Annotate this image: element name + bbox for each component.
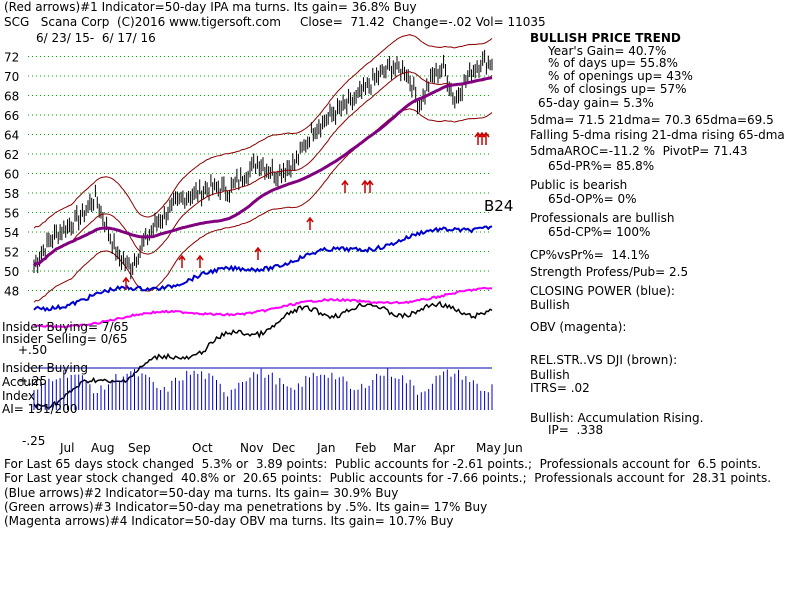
month-oct: Oct bbox=[192, 441, 213, 455]
accumulation-bars bbox=[33, 368, 493, 410]
closing-power-title: CLOSING POWER (blue): bbox=[530, 284, 675, 298]
relstr-status: Bullish bbox=[530, 368, 570, 382]
b24-label: B24 bbox=[484, 197, 513, 215]
strength: Strength Profess/Pub= 2.5 bbox=[530, 265, 689, 279]
pr-line: 65d-PR%= 85.8% bbox=[548, 159, 655, 173]
y-tick-54: 54 bbox=[4, 226, 19, 240]
header-symbol-line: SCG Scana Corp (C)2016 www.tigersoft.com… bbox=[4, 15, 546, 29]
trend-line-4: % of closings up= 57% bbox=[548, 82, 687, 96]
month-mar: Mar bbox=[393, 441, 416, 455]
aroc-line: 5dmaAROC=-11.2 % PivotP= 71.43 bbox=[530, 144, 748, 158]
ai-label: AI= 191/200 bbox=[2, 402, 78, 416]
index-label: Index bbox=[2, 389, 36, 403]
relstr-title: REL.STR..VS DJI (brown): bbox=[530, 353, 678, 367]
ma-line: 5dma= 71.5 21dma= 70.3 65dma=69.5 bbox=[530, 113, 774, 127]
signal-arrow-0 bbox=[122, 276, 130, 290]
minus25-label: -.25 bbox=[22, 434, 46, 448]
footer-line3: (Blue arrows)#2 Indicator=50-day ma turn… bbox=[4, 486, 399, 500]
obv-title: OBV (magenta): bbox=[530, 320, 627, 334]
y-tick-66: 66 bbox=[4, 109, 19, 123]
y-tick-60: 60 bbox=[4, 168, 19, 182]
signal-arrow-5 bbox=[341, 179, 349, 193]
trend-line-3: % of openings up= 43% bbox=[548, 69, 693, 83]
obv-line bbox=[33, 286, 493, 329]
trend-line-5: 65-day gain= 5.3% bbox=[538, 96, 654, 110]
signal-arrow-6 bbox=[361, 179, 369, 193]
month-feb: Feb bbox=[355, 441, 376, 455]
y-tick-70: 70 bbox=[4, 70, 19, 84]
moving-averages bbox=[32, 71, 493, 267]
trend-title: BULLISH PRICE TREND bbox=[530, 31, 681, 45]
price-axis-labels: 48 50 52 54 56 58 60 62 64 66 68 70 72 bbox=[4, 51, 19, 299]
accum-label: Accum bbox=[2, 375, 43, 389]
footer-line4: (Green arrows)#3 Indicator=50-day ma pen… bbox=[4, 500, 488, 514]
y-tick-68: 68 bbox=[4, 90, 19, 104]
cp-line: 65d-CP%= 100% bbox=[548, 225, 651, 239]
month-sep: Sep bbox=[128, 441, 151, 455]
upper-band bbox=[33, 34, 493, 229]
plus25-label: +.25 bbox=[18, 374, 48, 388]
month-jul: Jul bbox=[59, 441, 74, 455]
lower-band bbox=[33, 108, 493, 303]
trend-line-1: Year's Gain= 40.7% bbox=[548, 44, 667, 58]
month-dec: Dec bbox=[272, 441, 295, 455]
footer-line5: (Magenta arrows)#4 Indicator=50-day OBV … bbox=[4, 514, 454, 528]
month-aug: Aug bbox=[91, 441, 114, 455]
trend-line-2: % of days up= 55.8% bbox=[548, 56, 678, 70]
y-tick-56: 56 bbox=[4, 207, 19, 221]
month-jun: Jun bbox=[503, 441, 523, 455]
insider-buying-top: Insider Buying= 7/65 bbox=[2, 320, 129, 334]
signal-arrow-7 bbox=[366, 179, 374, 193]
y-tick-48: 48 bbox=[4, 285, 19, 299]
closing-power-path bbox=[33, 225, 493, 313]
header-date-range: 6/ 23/ 15- 6/ 17/ 16 bbox=[36, 31, 156, 45]
signal-arrow-1 bbox=[178, 254, 186, 268]
ma65-line bbox=[32, 76, 493, 267]
op-line: 65d-OP%= 0% bbox=[548, 192, 637, 206]
public-title: Public is bearish bbox=[530, 178, 628, 192]
accum-bar-group bbox=[33, 368, 493, 410]
y-tick-62: 62 bbox=[4, 148, 19, 162]
y-tick-50: 50 bbox=[4, 265, 19, 279]
itrs: ITRS= .02 bbox=[530, 381, 590, 395]
month-axis-labels: Jul Aug Sep Oct Nov Dec Jan Feb Mar Apr May Jun bbox=[59, 441, 523, 455]
plus50-label: +.50 bbox=[18, 343, 48, 357]
rel-strength-path bbox=[33, 300, 493, 410]
insider-buying-label: Insider Buying bbox=[2, 361, 88, 375]
y-tick-72: 72 bbox=[4, 51, 19, 65]
closing-power-status: Bullish bbox=[530, 298, 570, 312]
y-tick-58: 58 bbox=[4, 187, 19, 201]
y-tick-64: 64 bbox=[4, 129, 19, 143]
header-line1: (Red arrows)#1 Indicator=50-day IPA ma t… bbox=[4, 0, 417, 14]
obv-path bbox=[33, 286, 493, 329]
price-bars bbox=[33, 49, 493, 280]
relative-strength-line bbox=[33, 300, 493, 410]
signal-arrows bbox=[122, 131, 490, 290]
falling-line: Falling 5-dma rising 21-dma rising 65-dm… bbox=[530, 128, 785, 142]
signal-arrow-4 bbox=[306, 216, 314, 230]
accumulation-status: Bullish: Accumulation Rising. bbox=[530, 411, 704, 425]
closing-power-line bbox=[33, 225, 493, 313]
insider-selling: Insider Selling= 0/65 bbox=[2, 332, 128, 346]
month-jan: Jan bbox=[316, 441, 336, 455]
footer-line1: For Last 65 days stock changed 5.3% or 3… bbox=[4, 457, 762, 471]
signal-arrow-3 bbox=[254, 246, 262, 260]
signal-arrow-10 bbox=[482, 131, 490, 145]
y-tick-52: 52 bbox=[4, 246, 19, 260]
month-may: May bbox=[476, 441, 501, 455]
month-apr: Apr bbox=[434, 441, 455, 455]
footer-line2: For Last year stock changed 40.8% or 20.… bbox=[4, 471, 772, 485]
price-bands bbox=[33, 34, 493, 303]
ip-value: IP= .338 bbox=[548, 423, 604, 437]
ma21-line bbox=[33, 71, 493, 266]
price-line bbox=[33, 49, 493, 280]
month-nov: Nov bbox=[240, 441, 263, 455]
cpvspr: CP%vsPr%= 14.1% bbox=[530, 248, 650, 262]
signal-arrow-2 bbox=[196, 254, 204, 268]
pro-title: Professionals are bullish bbox=[530, 211, 675, 225]
